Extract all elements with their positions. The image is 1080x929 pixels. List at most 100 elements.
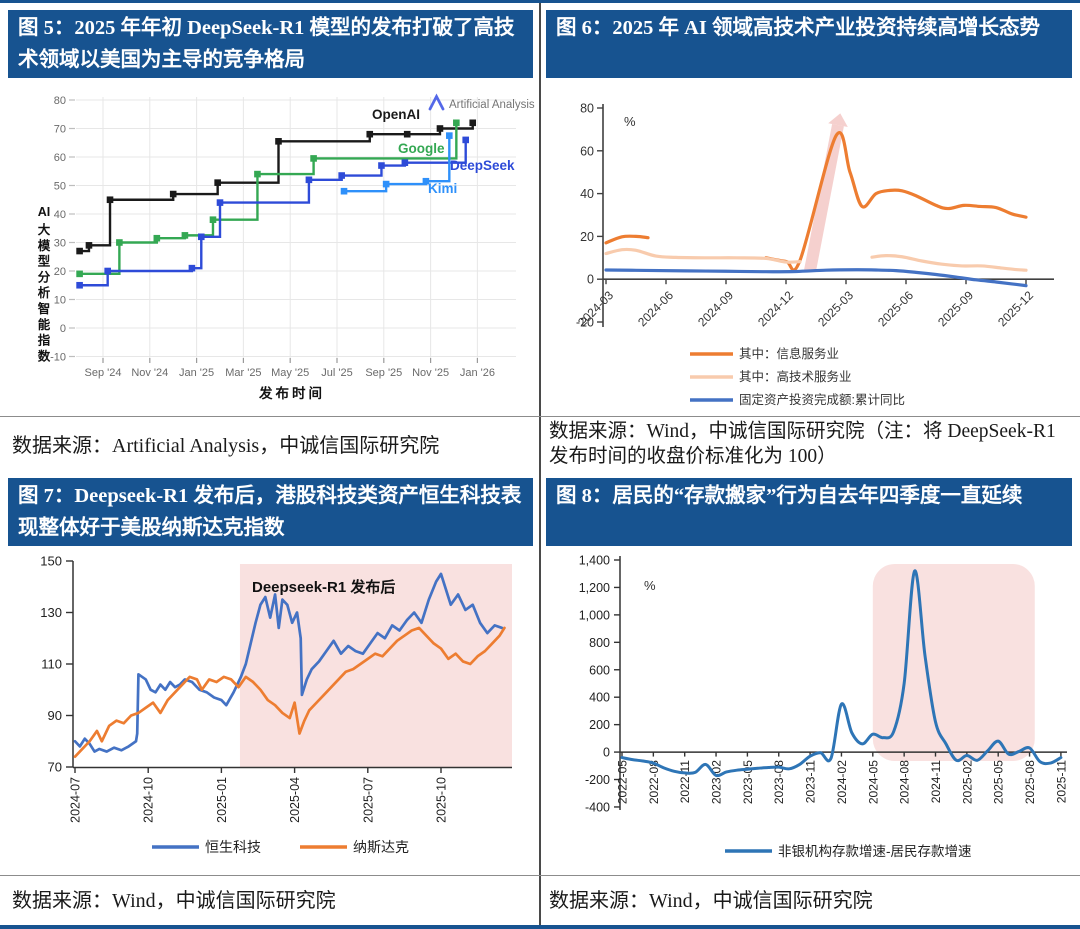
svg-text:OpenAI: OpenAI [372, 107, 420, 122]
svg-text:200: 200 [589, 718, 610, 732]
svg-text:非银机构存款增速-居民存款增速: 非银机构存款增速-居民存款增速 [778, 844, 972, 859]
svg-text:2024-02: 2024-02 [835, 760, 849, 804]
svg-text:2023-08: 2023-08 [772, 760, 786, 804]
svg-text:20: 20 [580, 230, 594, 244]
fig5-title: 图 5：2025 年年初 DeepSeek-R1 模型的发布打破了高技术领域以美… [8, 10, 533, 78]
fig7-title: 图 7：Deepseek-R1 发布后，港股科技类资产恒生科技表现整体好于美股纳… [8, 478, 533, 546]
svg-text:2025-03: 2025-03 [815, 288, 856, 329]
svg-text:110: 110 [41, 657, 62, 672]
svg-text:-400: -400 [585, 800, 610, 814]
fig7-source: 数据来源：Wind，中诚信国际研究院 [12, 890, 336, 912]
svg-text:2023-02: 2023-02 [710, 760, 724, 804]
svg-text:固定资产投资完成额:累计同比: 固定资产投资完成额:累计同比 [739, 392, 905, 407]
svg-text:分: 分 [38, 269, 51, 284]
svg-text:40: 40 [580, 187, 594, 201]
svg-text:130: 130 [40, 605, 62, 620]
svg-text:析: 析 [38, 285, 51, 300]
svg-text:0: 0 [603, 746, 610, 760]
fig8-source: 数据来源：Wind，中诚信国际研究院 [549, 890, 873, 912]
svg-text:2025-10: 2025-10 [435, 777, 449, 823]
svg-text:%: % [644, 578, 656, 593]
svg-text:2024-08: 2024-08 [898, 760, 912, 804]
svg-text:0: 0 [587, 273, 594, 287]
svg-text:Jan '25: Jan '25 [179, 367, 214, 379]
column-divider [539, 3, 541, 925]
svg-text:50: 50 [54, 181, 66, 193]
svg-text:Deepseek-R1 发布后: Deepseek-R1 发布后 [252, 578, 395, 596]
svg-text:2024-03: 2024-03 [575, 288, 616, 329]
svg-text:1,200: 1,200 [579, 581, 610, 595]
separator-line [0, 875, 1080, 876]
svg-text:2024-10: 2024-10 [142, 777, 156, 823]
svg-text:90: 90 [48, 708, 62, 723]
fig8-chart: 1,400 1,200 1,000 800 600 400 200 0 -200 -400 2022… [579, 554, 1069, 860]
svg-text:2023-11: 2023-11 [804, 760, 818, 803]
svg-text:40: 40 [54, 209, 66, 221]
top-rule [0, 0, 1080, 3]
svg-text:Sep '24: Sep '24 [85, 367, 122, 379]
svg-text:2024-07: 2024-07 [69, 777, 83, 823]
svg-text:70: 70 [54, 124, 66, 136]
bottom-rule [0, 925, 1080, 929]
svg-text:2025-11: 2025-11 [1054, 760, 1068, 803]
svg-text:2025-06: 2025-06 [875, 288, 916, 329]
svg-text:2025-07: 2025-07 [361, 777, 375, 823]
fig5-source: 数据来源：Artificial Analysis，中诚信国际研究院 [12, 435, 440, 457]
fig8-title: 图 8：居民的“存款搬家”行为自去年四季度一直延续 [546, 478, 1072, 546]
svg-text:Sep '25: Sep '25 [365, 367, 402, 379]
svg-text:2025-12: 2025-12 [995, 288, 1036, 329]
svg-text:2024-05: 2024-05 [866, 760, 880, 804]
svg-text:-20: -20 [576, 316, 594, 330]
svg-text:2025-09: 2025-09 [935, 288, 976, 329]
svg-text:2024-11: 2024-11 [929, 760, 943, 803]
svg-text:指: 指 [38, 333, 51, 348]
separator-line [0, 416, 1080, 417]
svg-text:2024-09: 2024-09 [695, 288, 736, 329]
svg-text:20: 20 [54, 266, 66, 278]
svg-text:2025-01: 2025-01 [215, 777, 229, 823]
svg-text:800: 800 [589, 636, 610, 650]
svg-text:%: % [624, 114, 636, 129]
svg-text:AI: AI [38, 205, 51, 219]
svg-text:80: 80 [54, 95, 66, 107]
svg-text:150: 150 [40, 554, 62, 569]
svg-text:纳斯达克: 纳斯达克 [353, 839, 409, 855]
svg-text:2022-08: 2022-08 [647, 760, 661, 804]
svg-text:-200: -200 [585, 773, 610, 787]
svg-text:Kimi: Kimi [428, 181, 457, 196]
svg-text:Nov '25: Nov '25 [412, 367, 449, 379]
svg-text:May '25: May '25 [271, 367, 309, 379]
svg-text:0: 0 [60, 323, 66, 335]
svg-text:2025-08: 2025-08 [1023, 760, 1037, 804]
svg-text:60: 60 [580, 144, 594, 158]
svg-text:Nov '24: Nov '24 [131, 367, 168, 379]
svg-text:Google: Google [398, 141, 445, 156]
svg-text:其中：高技术服务业: 其中：高技术服务业 [739, 369, 852, 384]
fig7-chart: 150 130 110 90 70 2024-07 2024-10 2025-01 2025-0… [40, 554, 512, 855]
svg-text:能: 能 [38, 317, 51, 332]
svg-text:智: 智 [37, 301, 51, 316]
svg-text:2025-04: 2025-04 [288, 777, 302, 823]
svg-text:2025-02: 2025-02 [960, 760, 974, 804]
svg-text:数: 数 [37, 348, 51, 363]
svg-text:60: 60 [54, 152, 66, 164]
svg-text:1,400: 1,400 [579, 554, 610, 568]
svg-text:2022-11: 2022-11 [678, 760, 692, 803]
svg-text:Jan '26: Jan '26 [460, 367, 495, 379]
svg-text:Artificial Analysis: Artificial Analysis [449, 99, 535, 111]
svg-text:1,000: 1,000 [579, 608, 610, 622]
svg-text:2023-05: 2023-05 [741, 760, 755, 804]
svg-text:2024-06: 2024-06 [635, 288, 676, 329]
svg-text:2024-12: 2024-12 [755, 288, 796, 329]
svg-text:DeepSeek: DeepSeek [450, 158, 515, 173]
svg-text:大: 大 [38, 222, 51, 237]
svg-text:Mar '25: Mar '25 [225, 367, 261, 379]
fig6-title: 图 6：2025 年 AI 领域高技术产业投资持续高增长态势 [546, 10, 1072, 78]
svg-text:发布时间: 发布时间 [258, 385, 325, 401]
svg-text:型: 型 [38, 254, 51, 269]
svg-text:Jul '25: Jul '25 [321, 367, 352, 379]
svg-text:-10: -10 [50, 352, 66, 364]
svg-text:70: 70 [48, 760, 62, 775]
